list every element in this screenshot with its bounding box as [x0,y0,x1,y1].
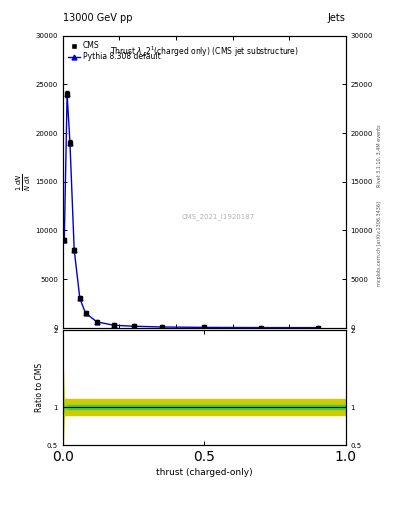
Text: mcplots.cern.ch [arXiv:1306.3436]: mcplots.cern.ch [arXiv:1306.3436] [377,201,382,286]
Text: Thrust $\lambda\_2^1$(charged only) (CMS jet substructure): Thrust $\lambda\_2^1$(charged only) (CMS… [110,45,299,59]
Text: 13000 GeV pp: 13000 GeV pp [63,13,132,23]
Legend: CMS, Pythia 8.308 default: CMS, Pythia 8.308 default [65,38,163,65]
Y-axis label: $\frac{1}{N}\frac{dN}{d\lambda}$: $\frac{1}{N}\frac{dN}{d\lambda}$ [15,173,33,190]
Text: CMS_2021_I1920187: CMS_2021_I1920187 [182,214,255,220]
X-axis label: thrust (charged-only): thrust (charged-only) [156,468,253,478]
Y-axis label: Ratio to CMS: Ratio to CMS [35,364,44,412]
Text: Rivet 3.1.10, 3.4M events: Rivet 3.1.10, 3.4M events [377,125,382,187]
Text: Jets: Jets [328,13,346,23]
